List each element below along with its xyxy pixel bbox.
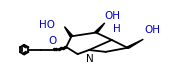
Text: O: O <box>49 36 57 46</box>
Text: H: H <box>113 24 120 34</box>
Polygon shape <box>64 27 73 36</box>
Polygon shape <box>95 23 105 33</box>
Text: OH: OH <box>105 11 121 21</box>
Text: HO: HO <box>39 20 55 30</box>
Polygon shape <box>126 39 143 48</box>
Text: OH: OH <box>144 25 160 35</box>
Text: N: N <box>86 54 94 64</box>
